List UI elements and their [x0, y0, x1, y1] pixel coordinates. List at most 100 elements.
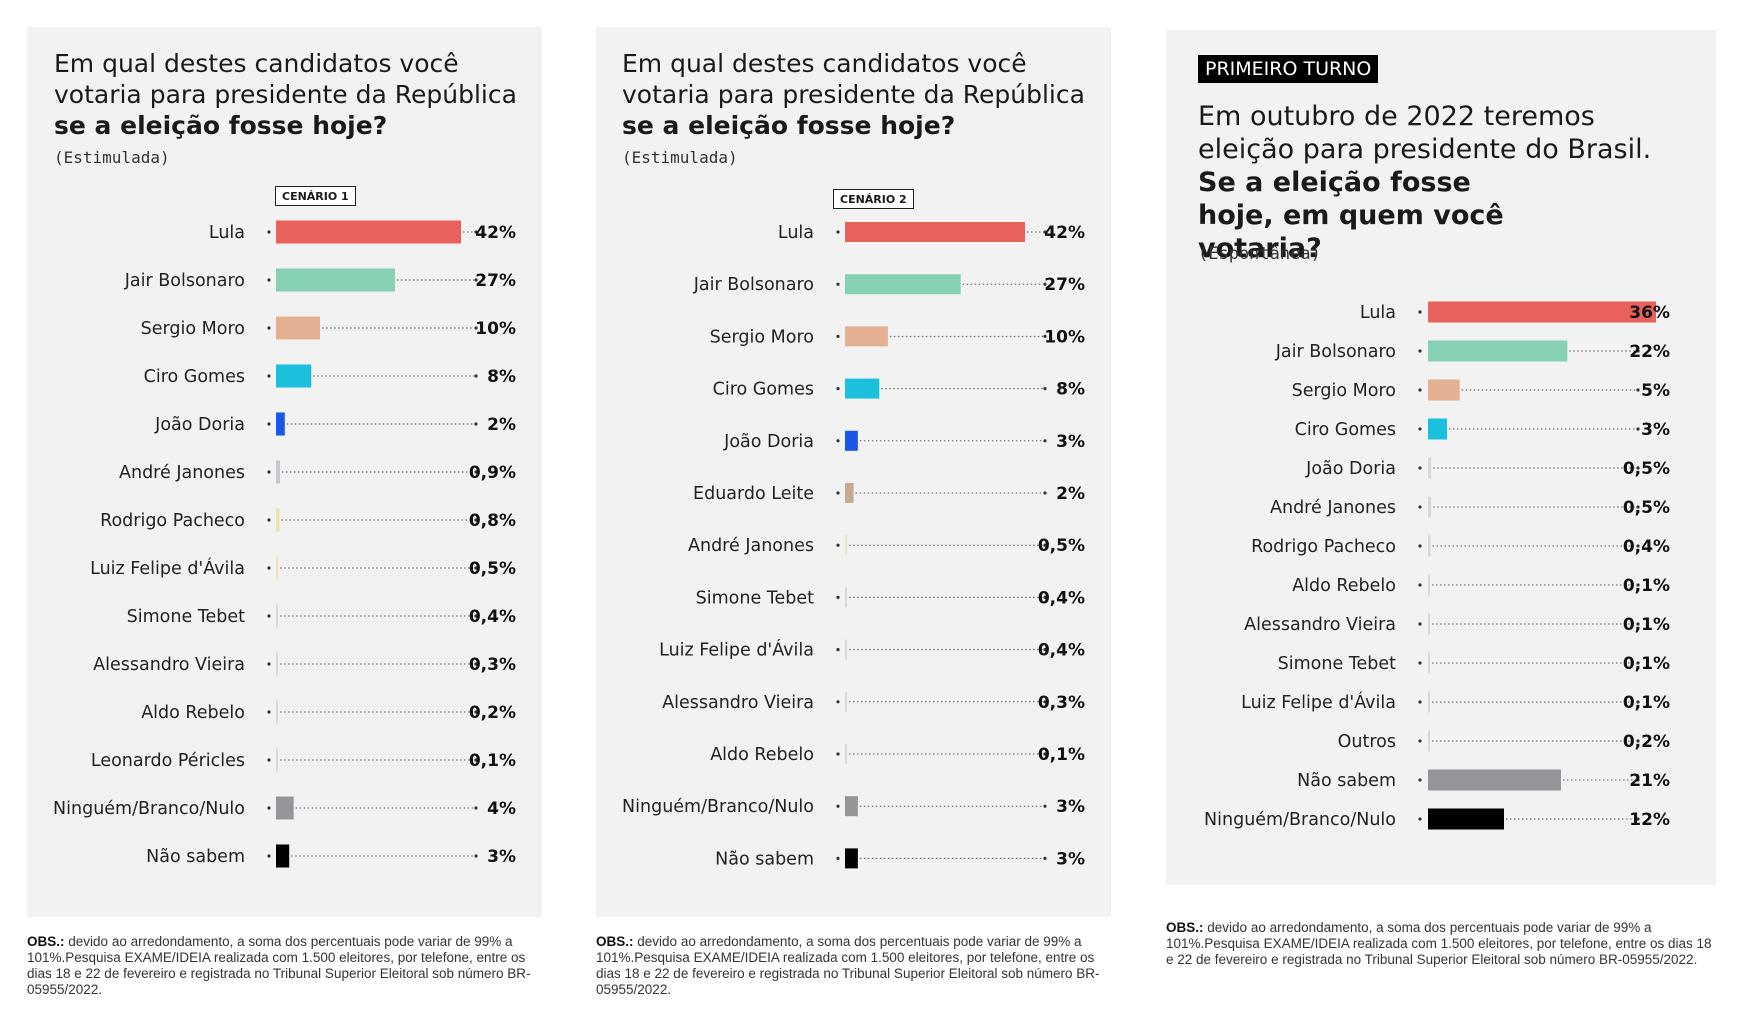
bar-row: Jair Bolsonaro 22%	[1275, 340, 1670, 362]
leader-dot	[1418, 544, 1422, 548]
bar	[845, 744, 847, 764]
chart-title-3: Em outubro de 2022 teremos eleição para …	[1198, 100, 1668, 265]
obs-note-1: OBS.: devido ao arredondamento, a soma d…	[27, 934, 542, 998]
bar-chart-1: Lula 42% Jair Bolsonaro 27% Sergio Moro 10% Ci…	[53, 220, 516, 868]
category-label: Lula	[778, 223, 814, 243]
category-label: Luiz Felipe d'Ávila	[90, 557, 245, 579]
category-label: Jair Bolsonaro	[1275, 342, 1396, 362]
bar-row: Rodrigo Pacheco 0,8%	[100, 508, 516, 532]
leader-dot	[836, 334, 840, 338]
bar-row: Não sabem 21%	[1297, 769, 1670, 791]
bar-row: André Janones 0,9%	[119, 460, 516, 484]
chart-title-3-bold: Se a eleição fosse hoje, em quem você vo…	[1198, 167, 1504, 264]
bar	[845, 326, 888, 347]
leader-dot	[267, 614, 271, 618]
leader-dot	[267, 854, 271, 858]
value-label: 0,4%	[1038, 588, 1085, 608]
value-label: 42%	[475, 223, 516, 243]
value-label: 0,5%	[1038, 536, 1085, 556]
guide-end-dot	[1636, 466, 1640, 470]
category-label: Rodrigo Pacheco	[1251, 537, 1396, 557]
bar-row: Ciro Gomes 3%	[1295, 418, 1670, 440]
bar	[276, 700, 278, 724]
leader-dot	[1418, 427, 1422, 431]
bar	[276, 364, 312, 388]
bar	[845, 222, 1025, 242]
value-label: 0,2%	[469, 703, 516, 723]
chart-panel-3	[1166, 30, 1716, 885]
value-label: 0,1%	[1623, 615, 1670, 635]
category-label: Aldo Rebelo	[1292, 576, 1396, 596]
bar	[1428, 535, 1431, 557]
bar-row: Ninguém/Branco/Nulo 4%	[53, 796, 516, 820]
leader-dot	[267, 470, 271, 474]
leader-dot	[1418, 505, 1422, 509]
guide-end-dot	[474, 278, 478, 282]
category-label: Eduardo Leite	[693, 484, 814, 504]
category-label: Ninguém/Branco/Nulo	[53, 799, 245, 819]
bar-chart-2: Lula 42% Jair Bolsonaro 27% Sergio Moro 10% Ci…	[622, 222, 1085, 869]
guide-end-dot	[474, 422, 478, 426]
bar-row: João Doria 3%	[723, 430, 1085, 452]
bar-row: Alessandro Vieira 0,3%	[662, 691, 1085, 713]
chart-title-2-bold: se a eleição fosse hoje?	[622, 111, 956, 140]
leader-dot	[1418, 622, 1422, 626]
value-label: 10%	[1044, 327, 1085, 347]
bar	[276, 268, 395, 292]
guide-end-dot	[1043, 648, 1047, 652]
guide-end-dot	[1043, 543, 1047, 547]
bar-row: Luiz Felipe d'Ávila 0,1%	[1241, 691, 1670, 713]
value-label: 3%	[1056, 797, 1085, 817]
guide-end-dot	[1043, 387, 1047, 391]
value-label: 0,5%	[1623, 498, 1670, 518]
leader-dot	[267, 758, 271, 762]
leader-dot	[1418, 817, 1422, 821]
leader-dot	[267, 806, 271, 810]
leader-dot	[836, 282, 840, 286]
guide-end-dot	[1043, 282, 1047, 286]
leader-dot	[1418, 661, 1422, 665]
category-label: Ninguém/Branco/Nulo	[622, 797, 814, 817]
category-label: Luiz Felipe d'Ávila	[1241, 691, 1396, 713]
guide-end-dot	[1636, 427, 1640, 431]
leader-dot	[836, 700, 840, 704]
bar	[276, 556, 279, 580]
guide-end-dot	[474, 710, 478, 714]
chart-panel-2	[596, 27, 1111, 917]
guide-end-dot	[1043, 804, 1047, 808]
value-label: 0,1%	[1623, 576, 1670, 596]
guide-end-dot	[1636, 700, 1640, 704]
guide-end-dot	[1636, 349, 1640, 353]
guide-end-dot	[1636, 583, 1640, 587]
bar	[1428, 379, 1460, 401]
category-label: Luiz Felipe d'Ávila	[659, 639, 814, 661]
value-label: 0,1%	[1038, 745, 1085, 765]
bar-row: João Doria 0,5%	[1305, 457, 1670, 479]
guide-end-dot	[474, 806, 478, 810]
bar	[276, 844, 290, 868]
leader-dot	[267, 662, 271, 666]
guide-end-dot	[474, 854, 478, 858]
leader-dot	[1418, 310, 1422, 314]
bar	[276, 316, 321, 340]
chart-title-1-regular: Em qual destes candidatos você votaria p…	[54, 49, 517, 109]
bar	[276, 460, 280, 484]
leader-dot	[267, 422, 271, 426]
bar	[1428, 418, 1447, 440]
bar	[1428, 691, 1430, 713]
leader-dot	[836, 543, 840, 547]
chart-title-2: Em qual destes candidatos você votaria p…	[622, 48, 1092, 141]
guide-end-dot	[1043, 856, 1047, 861]
guide-end-dot	[474, 470, 478, 474]
category-label: Ciro Gomes	[144, 367, 245, 387]
leader-dot	[836, 439, 840, 443]
obs-note-3: OBS.: devido ao arredondamento, a soma d…	[1166, 920, 1716, 968]
category-label: Sergio Moro	[141, 319, 245, 339]
bar	[276, 748, 278, 772]
bar	[845, 796, 858, 817]
obs-text-3: devido ao arredondamento, a soma dos per…	[1166, 920, 1712, 967]
bar-row: André Janones 0,5%	[688, 535, 1085, 556]
value-label: 3%	[1641, 420, 1670, 440]
leader-dot	[836, 230, 840, 234]
bar-row: Lula 42%	[778, 222, 1085, 243]
